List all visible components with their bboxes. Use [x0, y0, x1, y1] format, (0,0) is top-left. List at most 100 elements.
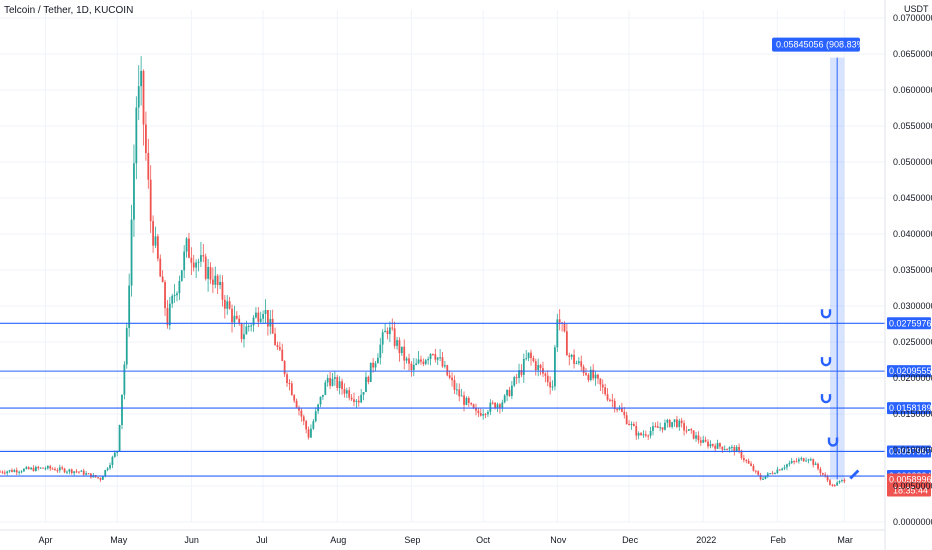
y-tick-label: 0.04500000 — [893, 193, 932, 203]
candle-body — [532, 358, 535, 362]
candle-body — [39, 467, 42, 469]
candle-body — [161, 276, 164, 283]
measure-layer: 0.05845056 (908.83%) 5845056 — [772, 37, 905, 480]
candle-body — [329, 378, 331, 386]
candle-body — [599, 378, 602, 385]
candle-body — [738, 446, 740, 451]
candle-body — [831, 484, 834, 486]
x-tick-label: Nov — [550, 535, 567, 545]
candle-body — [68, 469, 71, 472]
candle-body — [63, 468, 66, 473]
candle-body — [166, 308, 169, 326]
candle-body — [415, 363, 418, 365]
candle-body — [786, 464, 788, 468]
candle-body — [133, 163, 135, 220]
y-tick-label: 0.06500000 — [893, 49, 932, 59]
candle-body — [793, 461, 796, 463]
candle-body — [764, 476, 767, 479]
candle-body — [283, 361, 286, 375]
current-price-badge — [887, 473, 931, 497]
candle-body — [597, 374, 599, 379]
candle-body — [405, 358, 408, 361]
candle-body — [142, 70, 145, 125]
candle-body — [46, 466, 49, 469]
candle-body — [618, 408, 621, 410]
candle-body — [455, 389, 458, 391]
candle-body — [788, 463, 791, 465]
candle-body — [781, 468, 784, 471]
candle-body — [255, 312, 257, 318]
candle-body — [776, 469, 779, 474]
candle-body — [197, 261, 200, 263]
candle-body — [585, 373, 587, 375]
candle-body — [640, 433, 642, 435]
y-tick-label: 0.03000000 — [893, 301, 932, 311]
candle-body — [200, 255, 202, 262]
candle-body — [592, 369, 595, 379]
candle-body — [286, 374, 288, 384]
candle-body — [759, 474, 762, 480]
candle-body — [778, 469, 781, 471]
candle-body — [386, 330, 389, 335]
x-tick-label: Apr — [38, 535, 52, 545]
candle-body — [121, 394, 123, 425]
candle-body — [728, 447, 731, 450]
candle-body — [125, 327, 128, 365]
candle-body — [805, 460, 807, 462]
candle-body — [80, 470, 83, 472]
candle-body — [573, 354, 575, 364]
candle-body — [513, 377, 516, 386]
candle-body — [75, 471, 78, 473]
candle-body — [699, 440, 702, 443]
candle-body — [632, 423, 635, 427]
candle-body — [826, 476, 829, 481]
candle-body — [742, 457, 745, 460]
candle-body — [341, 381, 343, 390]
x-tick-label: Jun — [184, 535, 199, 545]
candle-body — [300, 410, 303, 417]
x-tick-label: Oct — [476, 535, 491, 545]
candle-body — [396, 340, 398, 346]
candle-body — [752, 465, 755, 471]
candle-body — [32, 467, 35, 471]
y-tick-label: 0.05500000 — [893, 121, 932, 131]
candle-body — [448, 375, 451, 378]
candle-body — [269, 318, 272, 327]
candle-body — [245, 326, 248, 335]
candle-body — [388, 327, 391, 335]
level-price-label: 0.02759761 — [889, 318, 932, 328]
candle-body — [601, 384, 604, 388]
candle-body — [797, 459, 800, 462]
candle-body — [6, 471, 9, 474]
y-tick-label: 0.02000000 — [893, 373, 932, 383]
level-price-badge — [887, 365, 931, 378]
candle-body — [302, 416, 305, 422]
candle-body — [582, 366, 585, 374]
candle-body — [176, 293, 178, 296]
candle-body — [635, 426, 638, 436]
candle-body — [549, 382, 552, 388]
magnet-icon — [820, 357, 832, 367]
candle-body — [319, 396, 322, 405]
candle-body — [809, 459, 812, 461]
candle-body — [223, 299, 226, 309]
candle-body — [683, 423, 685, 431]
candle-body — [790, 461, 793, 464]
candle-body — [326, 378, 329, 383]
candle-body — [554, 347, 556, 387]
candle-body — [8, 470, 11, 472]
candle-body — [802, 458, 805, 462]
candle-body — [697, 435, 700, 441]
candle-body — [487, 411, 489, 415]
candle-body — [817, 463, 819, 469]
candle-body — [101, 476, 104, 480]
candle-body — [690, 429, 693, 431]
candle-body — [123, 364, 126, 395]
candle-body — [393, 328, 396, 346]
candle-body — [293, 395, 296, 401]
candle-body — [185, 238, 188, 252]
candle-body — [568, 355, 571, 357]
candle-body — [357, 400, 360, 403]
